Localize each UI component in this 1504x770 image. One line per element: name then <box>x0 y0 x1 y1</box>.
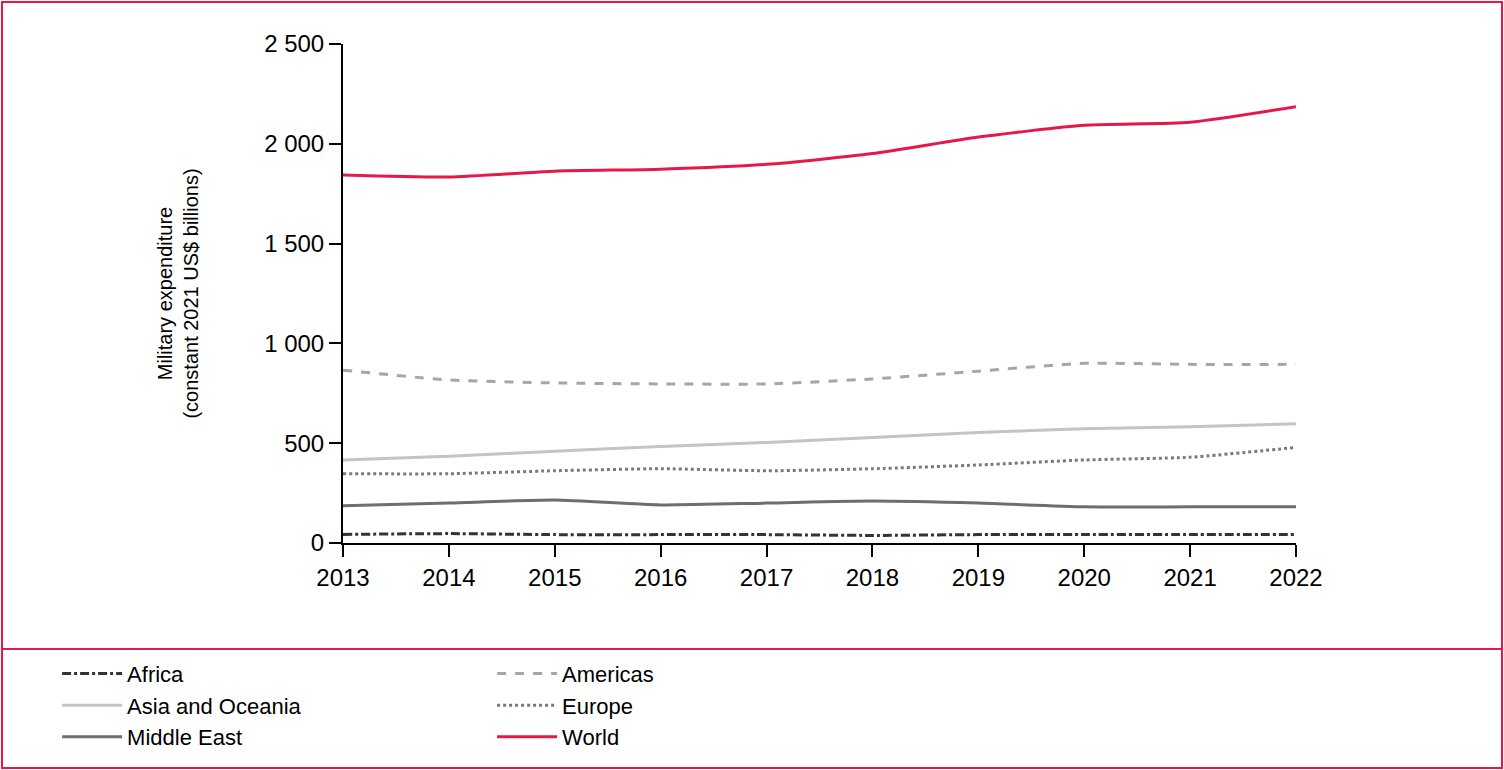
svg-text:2018: 2018 <box>846 564 899 591</box>
svg-text:Americas: Americas <box>562 662 654 687</box>
svg-text:Middle East: Middle East <box>127 725 242 750</box>
svg-text:2021: 2021 <box>1163 564 1216 591</box>
svg-text:Africa: Africa <box>127 662 184 687</box>
svg-text:2020: 2020 <box>1058 564 1111 591</box>
svg-text:2019: 2019 <box>952 564 1005 591</box>
svg-text:2014: 2014 <box>422 564 475 591</box>
svg-text:World: World <box>562 725 619 750</box>
svg-text:2017: 2017 <box>740 564 793 591</box>
svg-text:0: 0 <box>311 529 324 556</box>
svg-text:2 000: 2 000 <box>264 130 324 157</box>
svg-text:2015: 2015 <box>528 564 581 591</box>
svg-text:500: 500 <box>284 430 324 457</box>
svg-text:1 500: 1 500 <box>264 230 324 257</box>
svg-text:2 500: 2 500 <box>264 30 324 57</box>
svg-text:Europe: Europe <box>562 694 633 719</box>
svg-text:Asia and Oceania: Asia and Oceania <box>127 694 301 719</box>
svg-text:2013: 2013 <box>316 564 369 591</box>
svg-text:2022: 2022 <box>1269 564 1322 591</box>
svg-text:Military expenditure(constant: Military expenditure(constant 2021 US$ b… <box>154 168 202 418</box>
svg-text:2016: 2016 <box>634 564 687 591</box>
svg-text:1 000: 1 000 <box>264 330 324 357</box>
